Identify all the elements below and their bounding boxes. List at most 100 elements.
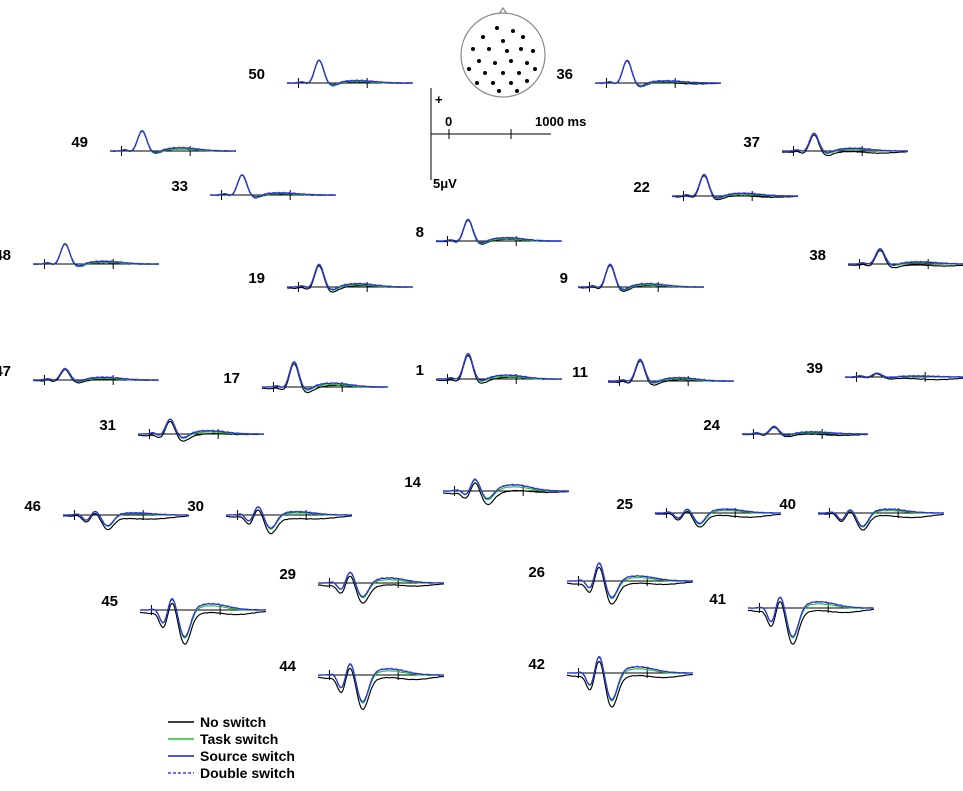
channel-label: 31 (99, 417, 116, 434)
series-line-no-switch (33, 368, 159, 384)
polarity-label: + (435, 92, 443, 107)
series-line-double-switch (607, 358, 734, 383)
channel-plot-22: 22 (633, 173, 798, 201)
electrode-dot (533, 67, 537, 71)
channel-label: 11 (572, 364, 588, 381)
series-line-no-switch (443, 482, 569, 506)
electrode-dot (497, 89, 501, 93)
electrode-dot (487, 47, 491, 51)
legend-label: Task switch (200, 731, 278, 747)
channel-label: 25 (616, 496, 633, 513)
series-line-task-switch (435, 219, 562, 244)
channel-plot-49: 49 (71, 129, 236, 156)
channel-plot-17: 17 (223, 361, 388, 394)
series-line-double-switch (817, 508, 944, 527)
channel-label: 1 (416, 362, 424, 379)
series-line-no-switch (847, 249, 963, 269)
electrode-dot (495, 26, 499, 30)
electrode-dot (467, 67, 471, 71)
series-line-task-switch (442, 479, 569, 501)
series-line-double-switch (209, 174, 336, 198)
series-line-double-switch (262, 361, 388, 390)
series-line-no-switch (318, 575, 444, 604)
series-line-no-switch (672, 175, 798, 201)
electrode-dot (509, 59, 513, 63)
series-line-task-switch (317, 663, 444, 704)
channel-plot-19: 19 (248, 263, 413, 293)
channel-plot-47: 47 (0, 363, 159, 385)
series-line-no-switch (566, 660, 693, 708)
channel-label: 19 (248, 270, 265, 287)
legend-item: Double switch (168, 765, 295, 781)
channel-label: 44 (279, 658, 296, 675)
series-line-no-switch (817, 511, 944, 531)
channel-label: 36 (556, 66, 573, 83)
electrode-dot (493, 61, 497, 65)
series-line-no-switch (781, 134, 908, 157)
channel-label: 47 (0, 363, 11, 380)
series-line-double-switch (33, 367, 159, 382)
channel-plot-30: 30 (187, 498, 352, 535)
channel-plot-14: 14 (404, 474, 569, 506)
channel-plot-9: 9 (560, 263, 704, 292)
series-line-double-switch (578, 263, 704, 290)
amplitude-label: 5μV (433, 176, 457, 191)
channel-label: 9 (560, 270, 568, 287)
channel-plot-26: 26 (528, 562, 693, 605)
series-line-double-switch (443, 478, 569, 500)
channel-plot-46: 46 (24, 498, 189, 531)
series-line-double-switch (318, 571, 444, 597)
electrode-dot (505, 49, 509, 53)
series-line-double-switch (435, 352, 562, 381)
channel-label: 45 (101, 593, 118, 610)
channel-plot-8: 8 (416, 218, 562, 246)
series-line-double-switch (566, 562, 693, 598)
channel-plot-37: 37 (743, 132, 908, 157)
electrode-dot (515, 89, 519, 93)
series-line-double-switch (287, 59, 413, 86)
channel-label: 22 (633, 179, 650, 196)
series-line-double-switch (655, 508, 781, 524)
series-line-double-switch (225, 506, 352, 529)
scale-bar: +0 1000 ms 5μV (430, 88, 586, 191)
channel-label: 41 (709, 591, 726, 608)
channel-label: 30 (187, 498, 204, 515)
series-line-source-switch (567, 562, 693, 598)
series-line-double-switch (567, 656, 693, 700)
series-line-double-switch (139, 597, 266, 638)
electrode-dot (501, 39, 505, 43)
electrode-dot (509, 81, 513, 85)
channel-plot-36: 36 (556, 59, 721, 88)
channel-label: 38 (809, 247, 826, 264)
channel-plot-44: 44 (279, 658, 444, 710)
series-line-no-switch (226, 509, 352, 535)
series-line-no-switch (741, 426, 868, 438)
legend-label: Source switch (200, 748, 295, 764)
channel-label: 29 (279, 566, 296, 583)
series-line-no-switch (286, 265, 413, 293)
channel-plot-33: 33 (171, 174, 336, 200)
channel-plot-1: 1 (416, 352, 562, 384)
series-line-no-switch (654, 511, 781, 528)
channel-plot-41: 41 (709, 591, 874, 645)
channel-label: 48 (0, 247, 11, 264)
channel-label: 39 (806, 360, 823, 377)
channel-plot-50: 50 (248, 59, 413, 88)
channel-plot-25: 25 (616, 496, 781, 528)
series-line-no-switch (566, 566, 693, 605)
series-line-double-switch (847, 247, 963, 266)
electrode-dot (501, 71, 505, 75)
channel-plot-29: 29 (279, 566, 444, 604)
time-start-label: 0 (445, 114, 452, 129)
channel-label: 50 (248, 66, 265, 83)
channel-label: 26 (528, 564, 545, 581)
series-line-source-switch (287, 59, 413, 86)
electrode-dot (531, 49, 535, 53)
legend-item: Source switch (168, 748, 295, 764)
series-line-double-switch (317, 663, 444, 703)
series-line-task-switch (138, 418, 264, 439)
series-line-double-switch (137, 418, 264, 438)
electrode-dot (525, 61, 529, 65)
series-line-double-switch (110, 129, 236, 153)
